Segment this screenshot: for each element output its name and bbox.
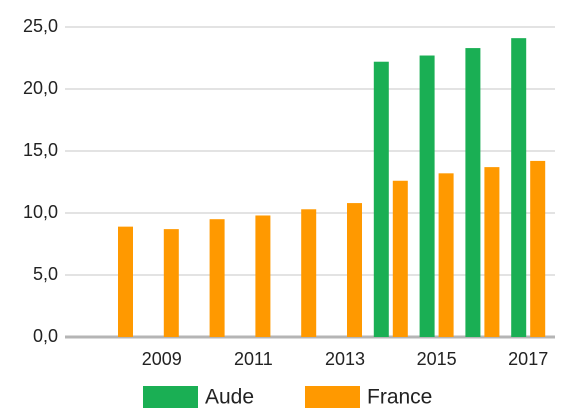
bar [484, 167, 500, 337]
bar [419, 55, 435, 338]
bar [118, 226, 133, 337]
bar [392, 180, 408, 337]
bar [465, 48, 481, 338]
y-tick-label: 0,0 [33, 326, 58, 346]
x-tick-label: 2009 [142, 349, 182, 369]
bar [373, 61, 389, 337]
bar [530, 160, 546, 337]
bar [511, 38, 527, 337]
y-tick-label: 5,0 [33, 264, 58, 284]
legend-swatch [143, 386, 198, 408]
legend-swatch [305, 386, 360, 408]
x-tick-label: 2013 [325, 349, 365, 369]
bar [438, 173, 454, 337]
legend-label: France [367, 386, 432, 408]
y-tick-label: 10,0 [23, 202, 58, 222]
y-tick-label: 20,0 [23, 78, 58, 98]
bar [301, 209, 317, 337]
bar [163, 229, 179, 337]
y-tick-label: 25,0 [23, 16, 58, 36]
y-tick-label: 15,0 [23, 140, 58, 160]
bar [347, 203, 362, 337]
legend-label: Aude [205, 386, 254, 408]
x-tick-label: 2015 [417, 349, 457, 369]
bar [209, 219, 225, 337]
x-tick-label: 2011 [234, 349, 273, 369]
x-tick-label: 2017 [508, 349, 548, 369]
bar [255, 215, 271, 337]
